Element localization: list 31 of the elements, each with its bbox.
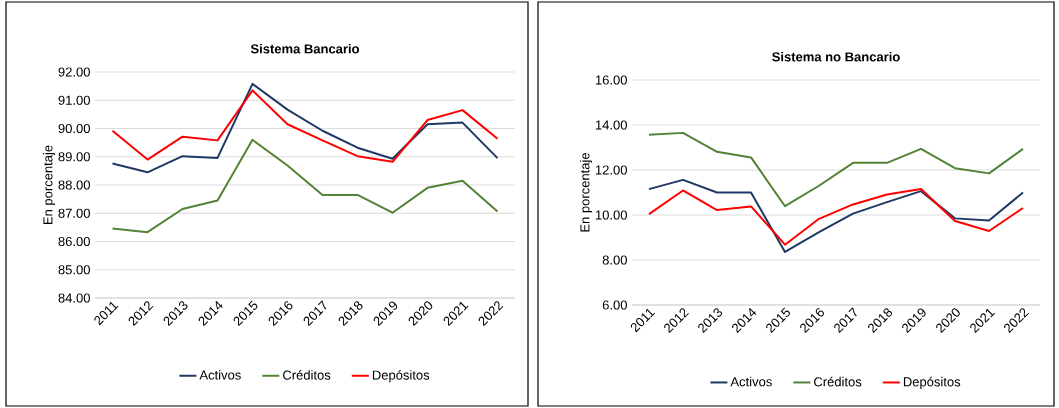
legend-label: Depósitos: [903, 376, 961, 389]
y-axis-title: En porcentaje: [579, 152, 593, 232]
y-tick-label: 92.00: [58, 67, 90, 77]
y-tick-label: 88.00: [58, 180, 90, 190]
legend-label: Créditos: [814, 376, 862, 387]
legend-label: Créditos: [283, 370, 331, 380]
line-series: [111, 89, 499, 163]
y-tick-label: 12.00: [595, 165, 627, 175]
y-tick-label: 8.00: [602, 255, 627, 265]
y-tick-label: 89.00: [58, 152, 90, 162]
y-tick-label: 90.00: [58, 123, 90, 134]
chart-title: Sistema no Bancario: [772, 51, 900, 62]
y-tick-label: 86.00: [58, 236, 90, 247]
chart-title: Sistema Bancario: [250, 43, 360, 54]
legend-label: Activos: [730, 376, 772, 387]
y-axis-title: En porcentaje: [42, 145, 56, 225]
y-tick-label: 6.00: [602, 300, 627, 310]
y-tick-label: 16.00: [595, 75, 627, 85]
line-series: [111, 82, 499, 174]
y-tick-label: 10.00: [595, 210, 627, 220]
legend-label: Depósitos: [372, 370, 430, 383]
y-tick-label: 84.00: [58, 293, 90, 303]
y-tick-label: 87.00: [58, 208, 90, 218]
line-series: [648, 131, 1025, 208]
y-tick-label: 14.00: [595, 120, 627, 130]
line-series: [111, 138, 499, 234]
y-tick-label: 91.00: [58, 95, 90, 105]
line-series: [648, 178, 1025, 253]
line-series: [648, 187, 1025, 246]
legend-label: Activos: [199, 370, 241, 380]
y-tick-label: 85.00: [58, 265, 90, 275]
